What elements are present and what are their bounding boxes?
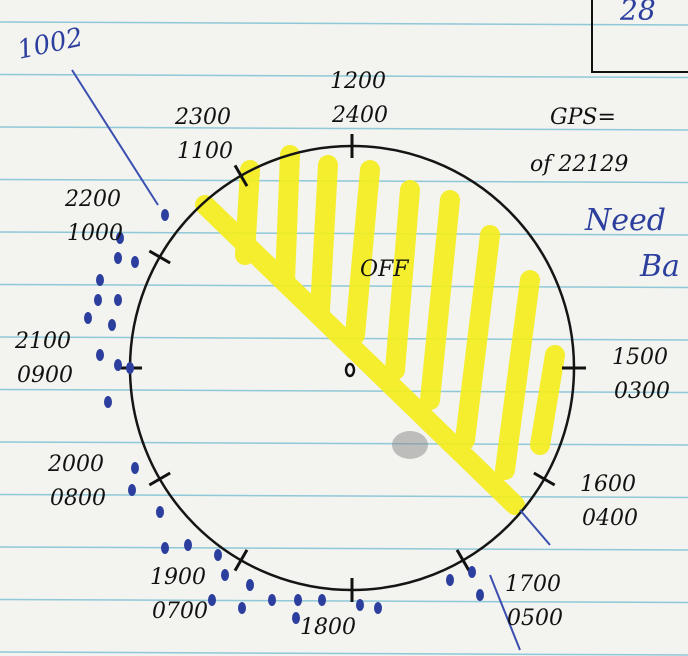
blue-dot <box>356 599 364 611</box>
side-note: Ba <box>639 249 680 284</box>
blue-dot <box>108 319 116 331</box>
side-note: GPS= <box>550 105 616 130</box>
clock-label-bottom: 0700 <box>152 599 208 624</box>
blue-dot <box>238 602 246 614</box>
blue-dot <box>468 566 476 578</box>
blue-dot <box>446 574 454 586</box>
clock-label-top: 2200 <box>64 187 121 212</box>
clock-label-bottom: 1000 <box>67 221 123 246</box>
clock-label-bottom: 0800 <box>50 486 106 511</box>
clock-label-top: 1800 <box>300 615 356 640</box>
blue-dot <box>131 256 139 268</box>
blue-dot <box>161 209 169 221</box>
blue-dot <box>131 462 139 474</box>
clock-label-top: 2100 <box>14 329 71 354</box>
blue-dot <box>96 274 104 286</box>
side-note: Need <box>584 203 666 238</box>
clock-label-top: 1700 <box>505 572 561 597</box>
center-label: OFF <box>360 257 409 282</box>
blue-dot <box>114 359 122 371</box>
blue-dot <box>128 484 136 496</box>
blue-dot <box>96 349 104 361</box>
clock-label-top: 2300 <box>174 105 231 130</box>
blue-dot <box>114 252 122 264</box>
blue-dot <box>208 594 216 606</box>
side-note: 28 <box>619 0 656 27</box>
clock-label-top: 1500 <box>612 345 668 370</box>
blue-dot <box>292 612 300 624</box>
blue-dot <box>246 579 254 591</box>
clock-label-top: 1600 <box>580 472 636 497</box>
blue-dot <box>476 589 484 601</box>
side-note: of 22129 <box>530 152 628 177</box>
blue-dot <box>104 396 112 408</box>
smudge <box>392 431 428 459</box>
blue-dot <box>114 294 122 306</box>
clock-label-bottom: 0500 <box>507 606 563 631</box>
blue-dot <box>294 594 302 606</box>
blue-dot <box>318 594 326 606</box>
clock-label-bottom: 0900 <box>17 363 73 388</box>
clock-label-top: 1900 <box>150 565 206 590</box>
clock-label-top: 1200 <box>330 69 386 94</box>
blue-dot <box>268 594 276 606</box>
blue-dot <box>374 602 382 614</box>
blue-dot <box>221 569 229 581</box>
notebook-photo: 1002 OFF 28 GPS= of 22129 Need Ba 120024… <box>0 0 688 656</box>
blue-dot <box>161 542 169 554</box>
blue-dot <box>184 539 192 551</box>
blue-dot <box>214 549 222 561</box>
clock-label-bottom: 1100 <box>177 139 233 164</box>
blue-dot <box>84 312 92 324</box>
blue-dot <box>94 294 102 306</box>
clock-label-top: 2000 <box>47 452 104 477</box>
clock-label-bottom: 2400 <box>331 103 388 128</box>
blue-dot <box>156 506 164 518</box>
clock-label-bottom: 0400 <box>582 506 638 531</box>
blue-dot <box>126 362 134 374</box>
clock-label-bottom: 0300 <box>614 379 670 404</box>
